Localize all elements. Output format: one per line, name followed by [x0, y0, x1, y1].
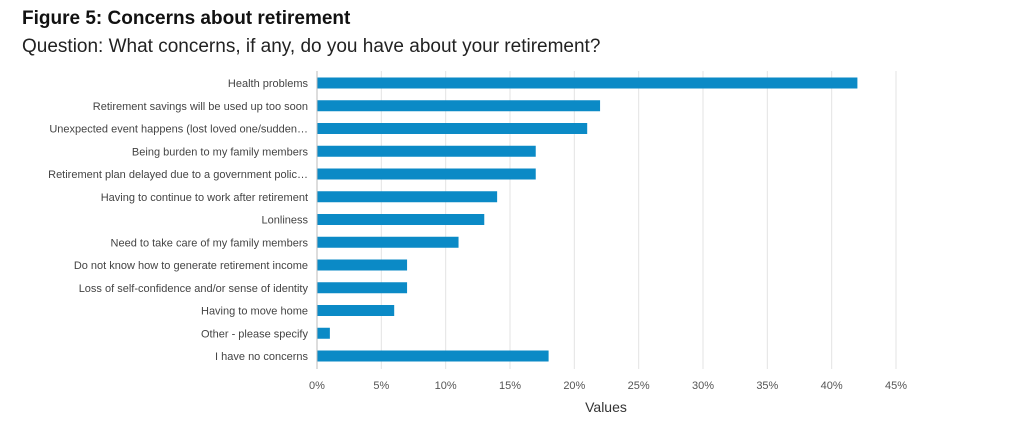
category-label: Retirement plan delayed due to a governm… — [48, 169, 308, 181]
x-tick-label: 5% — [373, 380, 389, 392]
chart-title: Figure 5: Concerns about retirement — [22, 8, 351, 29]
category-labels: Health problems Retirement savings will b… — [48, 78, 308, 363]
category-label: Do not know how to generate retirement i… — [74, 260, 308, 272]
category-label: Need to take care of my family members — [111, 237, 309, 249]
bar — [317, 77, 858, 89]
bar — [317, 282, 408, 294]
bar — [317, 145, 536, 157]
category-label: Unexpected event happens (lost loved one… — [49, 124, 308, 136]
bar — [317, 327, 330, 339]
bar — [317, 123, 588, 134]
bar — [317, 168, 536, 180]
x-tick-labels: 0% 5% 10% 15% 20% 25% 30% 35% 40% 45% — [309, 380, 907, 392]
grid-lines — [380, 71, 897, 369]
x-tick-label: 20% — [563, 380, 585, 392]
x-tick-label: 40% — [821, 380, 843, 392]
x-tick-label: 45% — [885, 380, 907, 392]
x-tick-label: 10% — [435, 380, 457, 392]
x-tick-label: 30% — [692, 380, 714, 392]
x-tick-label: 15% — [499, 380, 521, 392]
bar — [317, 191, 498, 203]
category-label: Other - please specify — [201, 328, 308, 340]
category-label: I have no concerns — [215, 351, 308, 363]
category-label: Having to continue to work after retirem… — [101, 192, 308, 204]
bar — [317, 100, 601, 112]
chart-subtitle: Question: What concerns, if any, do you … — [22, 36, 601, 57]
category-label: Health problems — [228, 78, 309, 90]
x-tick-label: 35% — [756, 380, 778, 392]
x-axis-title: Values — [585, 399, 627, 415]
bars — [317, 77, 858, 362]
category-label: Being burden to my family members — [132, 146, 309, 158]
bar — [317, 214, 485, 225]
bar — [317, 259, 408, 271]
x-tick-label: 25% — [628, 380, 650, 392]
category-label: Retirement savings will be used up too s… — [93, 101, 308, 113]
bar — [317, 350, 549, 362]
category-label: Lonliness — [262, 215, 309, 227]
x-tick-label: 0% — [309, 380, 325, 392]
bar — [317, 236, 459, 248]
category-label: Loss of self-confidence and/or sense of … — [79, 283, 309, 295]
category-label: Having to move home — [201, 306, 308, 318]
bar — [317, 305, 395, 316]
